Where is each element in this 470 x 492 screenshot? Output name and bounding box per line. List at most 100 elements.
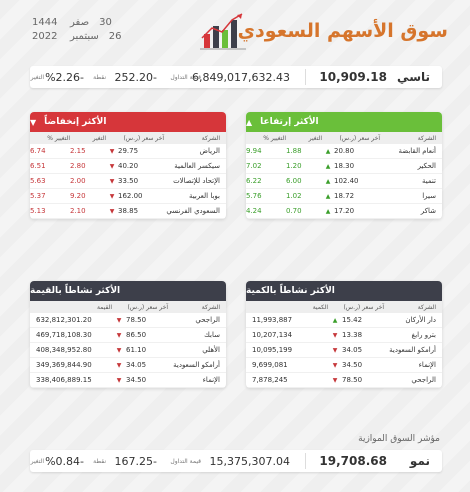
nomu-name: نمو bbox=[409, 454, 430, 468]
table-row[interactable]: الحكير 18.30 ▲ 1.20 7.02 bbox=[246, 159, 442, 174]
falling-rows: الرياض 29.75 ▼ 2.15 6.74 سيكسر العالمية 40.20… bbox=[30, 144, 226, 219]
col-price: آخر سعر (ر.س) bbox=[339, 134, 380, 142]
qty: 10,207,134 bbox=[252, 331, 293, 339]
table-row[interactable]: الإنماء 34.50 ▼ 9,699,081 bbox=[246, 358, 442, 373]
change: 2.00 bbox=[70, 177, 86, 185]
table-row[interactable]: الراجحي 78.50 ▼ 7,878,245 bbox=[246, 373, 442, 388]
qty: 11,993,887 bbox=[252, 316, 293, 324]
nomu-section-label: مؤشر السوق الموازية bbox=[358, 434, 440, 444]
table-row[interactable]: أرامكو السعودية 34.05 ▼ 10,095,199 bbox=[246, 343, 442, 358]
col-price: آخر سعر (ر.س) bbox=[343, 303, 384, 311]
by-value-title: الأكثر نشاطاً بالقيمة bbox=[30, 286, 121, 296]
triangle-down-icon: ▼ bbox=[109, 147, 115, 155]
company: أرامكو السعودية bbox=[389, 346, 436, 354]
table-row[interactable]: الأهلي 61.10 ▼ 408,348,952.80 bbox=[30, 343, 226, 358]
company: سيرا bbox=[422, 192, 436, 200]
company: بترو رابغ bbox=[411, 331, 436, 339]
falling-title: الأكثر إنخفاضاً bbox=[44, 117, 107, 127]
table-row[interactable]: سابك 86.50 ▼ 469,718,108.30 bbox=[30, 328, 226, 343]
by-qty-columns: الشركة آخر سعر (ر.س) الكمية bbox=[246, 301, 442, 313]
triangle-up-icon: ▲ bbox=[325, 207, 331, 215]
header: 1444 صفر 30 2022 سبتمبر 26 سوق الأسهم ال… bbox=[0, 10, 470, 60]
company: الرياض bbox=[199, 147, 220, 155]
pct: 5.63 bbox=[30, 177, 46, 185]
table-row[interactable]: أرامكو السعودية 34.05 ▼ 349,369,844.90 bbox=[30, 358, 226, 373]
tasi-volume: 6,849,017,632.43 bbox=[192, 70, 290, 84]
company: الإنماء bbox=[202, 376, 220, 384]
nomu-change-pct: %0.84- bbox=[45, 454, 84, 468]
price: 15.42 bbox=[342, 316, 363, 324]
pct: 6.51 bbox=[30, 162, 46, 170]
table-row[interactable]: بترو رابغ 13.38 ▼ 10,207,134 bbox=[246, 328, 442, 343]
price: 78.50 bbox=[342, 376, 363, 384]
chevron-down-icon: ▼ bbox=[30, 117, 37, 127]
price: 38.85 bbox=[118, 207, 139, 215]
change: 1.20 bbox=[286, 162, 302, 170]
price: 40.20 bbox=[118, 162, 139, 170]
change: 9.20 bbox=[70, 192, 86, 200]
price: 34.50 bbox=[342, 361, 363, 369]
triangle-up-icon: ▲ bbox=[325, 147, 331, 155]
price: 78.50 bbox=[126, 316, 147, 324]
price: 86.50 bbox=[126, 331, 147, 339]
rising-rows: أنعام القابضة 20.80 ▲ 1.88 9.94 الحكير 18.30 ▲… bbox=[246, 144, 442, 219]
nomu-points-label: نقطة bbox=[93, 457, 106, 465]
change: 0.70 bbox=[286, 207, 302, 215]
hijri-day: 30 bbox=[99, 17, 112, 28]
nomu-bar: نمو 19,708.68 15,375,307.04 قيمة التداول… bbox=[30, 450, 442, 472]
by-qty-title: الأكثر نشاطاً بالكمية bbox=[246, 286, 335, 296]
tasi-change-label: التغير bbox=[30, 73, 44, 81]
table-row[interactable]: دار الأركان 15.42 ▲ 11,993,887 bbox=[246, 313, 442, 328]
triangle-down-icon: ▼ bbox=[109, 192, 115, 200]
triangle-down-icon: ▼ bbox=[332, 346, 338, 354]
table-row[interactable]: شاكر 17.20 ▲ 0.70 4.24 bbox=[246, 204, 442, 219]
price: 20.80 bbox=[334, 147, 355, 155]
col-pct: التغيير % bbox=[47, 134, 70, 142]
table-row[interactable]: الرياض 29.75 ▼ 2.15 6.74 bbox=[30, 144, 226, 159]
table-row[interactable]: الإتحاد للإتصالات 33.50 ▼ 2.00 5.63 bbox=[30, 174, 226, 189]
table-row[interactable]: سيرا 18.72 ▲ 1.02 5.76 bbox=[246, 189, 442, 204]
by-qty-header: الأكثر نشاطاً بالكمية bbox=[246, 281, 442, 301]
value: 349,369,844.90 bbox=[36, 361, 92, 369]
change: 1.02 bbox=[286, 192, 302, 200]
dates: 1444 صفر 30 2022 سبتمبر 26 bbox=[32, 16, 121, 44]
col-value: القيمة bbox=[96, 303, 112, 311]
price: 34.05 bbox=[126, 361, 147, 369]
by-qty-panel: الأكثر نشاطاً بالكمية الشركة آخر سعر (ر.… bbox=[246, 281, 442, 388]
tasi-value: 10,909.18 bbox=[319, 70, 387, 84]
table-row[interactable]: السعودي الفرنسي 38.85 ▼ 2.10 5.13 bbox=[30, 204, 226, 219]
table-row[interactable]: سيكسر العالمية 40.20 ▼ 2.80 6.51 bbox=[30, 159, 226, 174]
price: 17.20 bbox=[334, 207, 355, 215]
triangle-down-icon: ▼ bbox=[109, 207, 115, 215]
pct: 5.76 bbox=[246, 192, 262, 200]
col-price: آخر سعر (ر.س) bbox=[123, 134, 164, 142]
table-row[interactable]: بوبا العربية 162.00 ▼ 9.20 5.37 bbox=[30, 189, 226, 204]
pct: 4.24 bbox=[246, 207, 262, 215]
table-row[interactable]: أنعام القابضة 20.80 ▲ 1.88 9.94 bbox=[246, 144, 442, 159]
rising-panel: الأكثر إرتفاعا ▲ الشركة آخر سعر (ر.س) ال… bbox=[246, 112, 442, 219]
pct: 5.37 bbox=[30, 192, 46, 200]
price: 34.50 bbox=[126, 376, 147, 384]
company: الحكير bbox=[417, 162, 436, 170]
change: 1.88 bbox=[286, 147, 302, 155]
col-company: الشركة bbox=[417, 134, 436, 142]
col-company: الشركة bbox=[417, 303, 436, 311]
greg-month: سبتمبر bbox=[70, 31, 99, 42]
tasi-change-pct: %2.26- bbox=[45, 70, 84, 84]
col-company: الشركة bbox=[201, 303, 220, 311]
triangle-up-icon: ▲ bbox=[332, 316, 338, 324]
by-value-panel: الأكثر نشاطاً بالقيمة الشركة آخر سعر (ر.… bbox=[30, 281, 226, 388]
table-row[interactable]: الإنماء 34.50 ▼ 338,406,889.15 bbox=[30, 373, 226, 388]
nomu-volume-label: قيمة التداول bbox=[170, 457, 201, 465]
triangle-down-icon: ▼ bbox=[109, 177, 115, 185]
company: دار الأركان bbox=[405, 316, 436, 324]
col-change: التغير bbox=[308, 134, 322, 142]
triangle-up-icon: ▲ bbox=[325, 192, 331, 200]
company: السعودي الفرنسي bbox=[166, 207, 220, 215]
pct: 7.02 bbox=[246, 162, 262, 170]
pct: 6.74 bbox=[30, 147, 46, 155]
table-row[interactable]: تنمية 102.40 ▲ 6.00 6.22 bbox=[246, 174, 442, 189]
price: 18.30 bbox=[334, 162, 355, 170]
table-row[interactable]: الراجحي 78.50 ▼ 632,812,301.20 bbox=[30, 313, 226, 328]
company: سيكسر العالمية bbox=[174, 162, 220, 170]
